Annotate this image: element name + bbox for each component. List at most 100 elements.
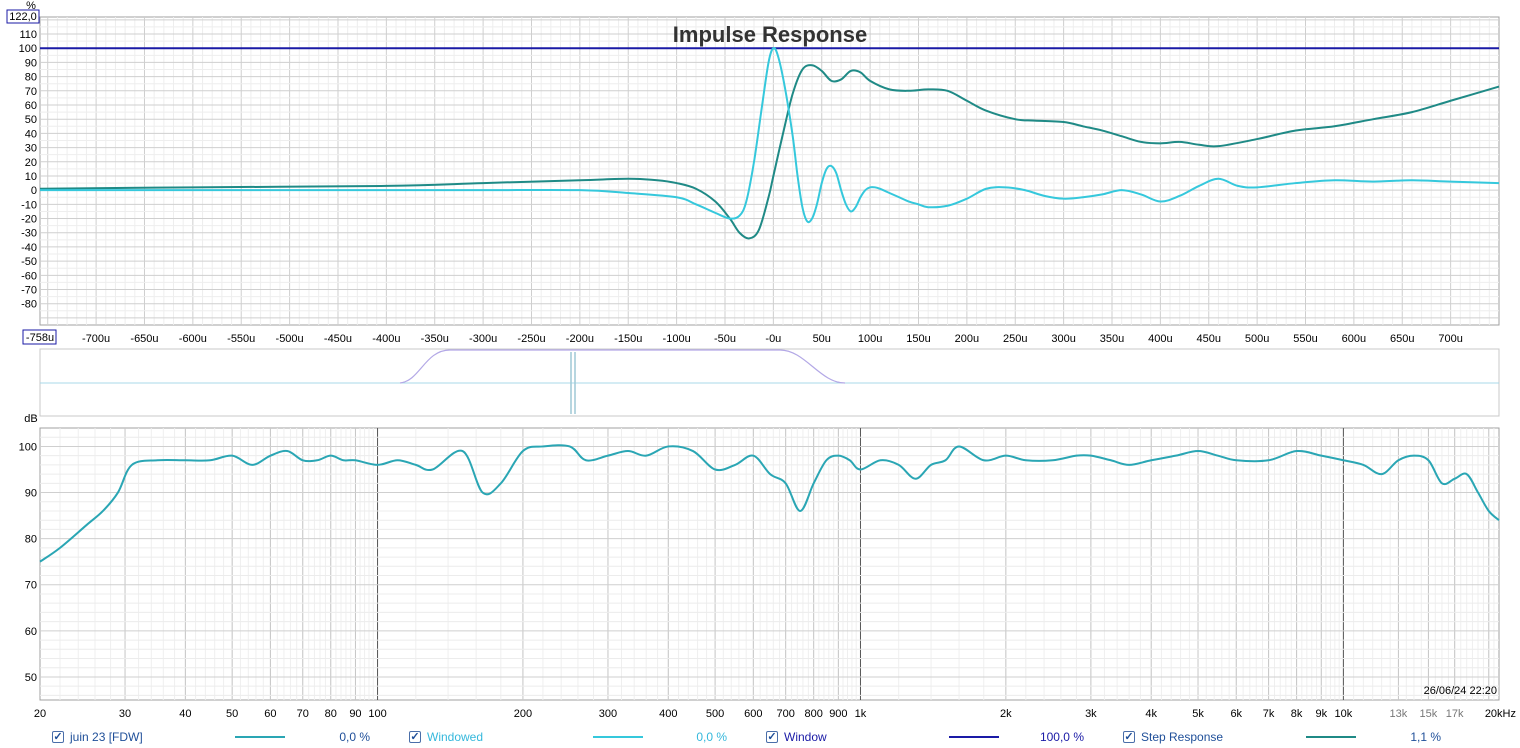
impulse-y-tick-label: 10 (25, 171, 37, 183)
impulse-y-tick-label: -50 (21, 256, 37, 268)
frequency-x-tick-label: 100 (368, 708, 386, 720)
frequency-x-tick-label: 8k (1291, 708, 1303, 720)
frequency-x-tick-label: 600 (744, 708, 762, 720)
legend-value-window: 100,0 % (1039, 730, 1084, 744)
impulse-x-tick-label: 50u (813, 333, 831, 345)
impulse-y-tick-label: 100 (19, 43, 37, 55)
ymax-input-box[interactable] (6, 9, 40, 24)
frequency-x-tick-label: 30 (119, 708, 131, 720)
impulse-x-tick-label: -50u (714, 333, 736, 345)
frequency-x-tick-label: 80 (325, 708, 337, 720)
impulse-y-tick-label: 60 (25, 100, 37, 112)
impulse-y-tick-label: 20 (25, 157, 37, 169)
impulse-x-tick-label: 550u (1293, 333, 1317, 345)
impulse-line-windowed (40, 47, 1500, 224)
frequency-x-tick-label: 20 (34, 708, 46, 720)
frequency-y-tick-label: 90 (25, 488, 37, 500)
impulse-x-tick-label: -550u (227, 333, 255, 345)
impulse-x-tick-label: -600u (179, 333, 207, 345)
frequency-x-tick-label: 90 (349, 708, 361, 720)
impulse-x-tick-label: -200u (566, 333, 594, 345)
frequency-y-tick-label: 100 (19, 441, 37, 453)
impulse-y-tick-label: 110 (19, 29, 37, 41)
impulse-y-tick-label: 70 (25, 86, 37, 98)
legend-item-window[interactable]: ✓ Window (766, 726, 827, 748)
frequency-x-tick-label: 2k (1000, 708, 1012, 720)
checkbox-window[interactable]: ✓ (766, 731, 778, 743)
frequency-x-tick-label: 60 (264, 708, 276, 720)
timestamp: 26/06/24 22:20 (1424, 685, 1497, 697)
impulse-y-tick-label: 40 (25, 128, 37, 140)
frequency-x-tick-label: 13k (1390, 708, 1408, 720)
impulse-x-tick-label: -450u (324, 333, 352, 345)
impulse-x-tick-label: 150u (906, 333, 930, 345)
impulse-y-tick-label: -30 (21, 228, 37, 240)
impulse-y-tick-label: -20 (21, 214, 37, 226)
impulse-x-tick-label: 100u (858, 333, 882, 345)
frequency-x-tick-label: 20kHz (1485, 708, 1516, 720)
impulse-y-tick-label: 50 (25, 114, 37, 126)
frequency-x-tick-label: 5k (1192, 708, 1204, 720)
impulse-y-tick-label: -60 (21, 270, 37, 282)
impulse-y-tick-label: -80 (21, 299, 37, 311)
check-icon: ✓ (410, 731, 420, 743)
legend-label-juin23: juin 23 [FDW] (70, 730, 143, 744)
frequency-x-tick-label: 500 (706, 708, 724, 720)
frequency-x-axis: 20 30 40 50 60 70 80 90 100 200 300 400 500 600 700 800… (34, 708, 1516, 720)
impulse-x-tick-label: -400u (372, 333, 400, 345)
frequency-x-tick-label: 6k (1230, 708, 1242, 720)
frequency-x-tick-label: 900 (829, 708, 847, 720)
frequency-x-tick-label: 1k (855, 708, 867, 720)
legend-swatch-windowed (593, 736, 643, 738)
impulse-x-axis: -700u -650u -600u -550u -500u -450u -400u -350u… (82, 333, 1463, 345)
frequency-x-tick-label: 15k (1420, 708, 1438, 720)
impulse-x-tick-label: 500u (1245, 333, 1269, 345)
frequency-x-tick-label: 800 (804, 708, 822, 720)
frequency-x-tick-label: 70 (297, 708, 309, 720)
frequency-line-juin23 (39, 444, 1500, 563)
checkbox-windowed[interactable]: ✓ (409, 731, 421, 743)
legend-label-window: Window (784, 730, 827, 744)
window-overview-panel[interactable]: dB (24, 348, 1500, 425)
check-icon: ✓ (53, 731, 63, 743)
frequency-x-tick-label: 17k (1446, 708, 1464, 720)
impulse-plot-area (39, 16, 1500, 326)
x-start-input-box[interactable] (22, 329, 57, 345)
impulse-grid (40, 17, 1499, 325)
legend-item-juin23[interactable]: ✓ juin 23 [FDW] (52, 726, 143, 748)
impulse-x-tick-label: 300u (1051, 333, 1075, 345)
impulse-x-tick-label: 350u (1100, 333, 1124, 345)
frequency-x-tick-label: 50 (226, 708, 238, 720)
frequency-y-tick-label: 70 (25, 580, 37, 592)
frequency-y-axis: 100 90 80 70 60 50 (19, 441, 37, 684)
legend-swatch-step (1306, 736, 1356, 738)
frequency-y-tick-label: 50 (25, 672, 37, 684)
frequency-series (39, 444, 1500, 563)
legend-label-step: Step Response (1141, 730, 1224, 744)
legend-bar: ✓ juin 23 [FDW] 0,0 % ✓ Windowed 0,0 % ✓… (0, 726, 1520, 748)
impulse-x-tick-label: 200u (955, 333, 979, 345)
frequency-x-tick-label: 9k (1315, 708, 1327, 720)
impulse-x-tick-label: -250u (517, 333, 545, 345)
x-start-input-value: -758u (26, 332, 54, 344)
impulse-y-tick-label: 30 (25, 143, 37, 155)
frequency-x-tick-label: 40 (179, 708, 191, 720)
legend-item-windowed[interactable]: ✓ Windowed (409, 726, 483, 748)
impulse-x-tick-label: -350u (421, 333, 449, 345)
db-unit-label: dB (24, 413, 37, 425)
impulse-line-step-response (39, 64, 1500, 240)
impulse-y-tick-label: -10 (21, 199, 37, 211)
impulse-x-tick-label: 700u (1438, 333, 1462, 345)
chart-stage: 1101009080706050403020100-10-20-30-40-50… (6, 0, 1516, 720)
impulse-y-axis: 1101009080706050403020100-10-20-30-40-50… (19, 29, 37, 311)
window-shape-curve (399, 349, 846, 384)
ymax-input-value: 122,0 (9, 11, 37, 23)
impulse-y-tick-label: 90 (25, 57, 37, 69)
legend-value-juin23: 0,0 % (339, 730, 370, 744)
checkbox-step[interactable]: ✓ (1123, 731, 1135, 743)
impulse-x-tick-label: 250u (1003, 333, 1027, 345)
checkbox-juin23[interactable]: ✓ (52, 731, 64, 743)
legend-item-step[interactable]: ✓ Step Response (1123, 726, 1223, 748)
impulse-x-tick-label: 650u (1390, 333, 1414, 345)
chart-title: Impulse Response (673, 22, 867, 47)
